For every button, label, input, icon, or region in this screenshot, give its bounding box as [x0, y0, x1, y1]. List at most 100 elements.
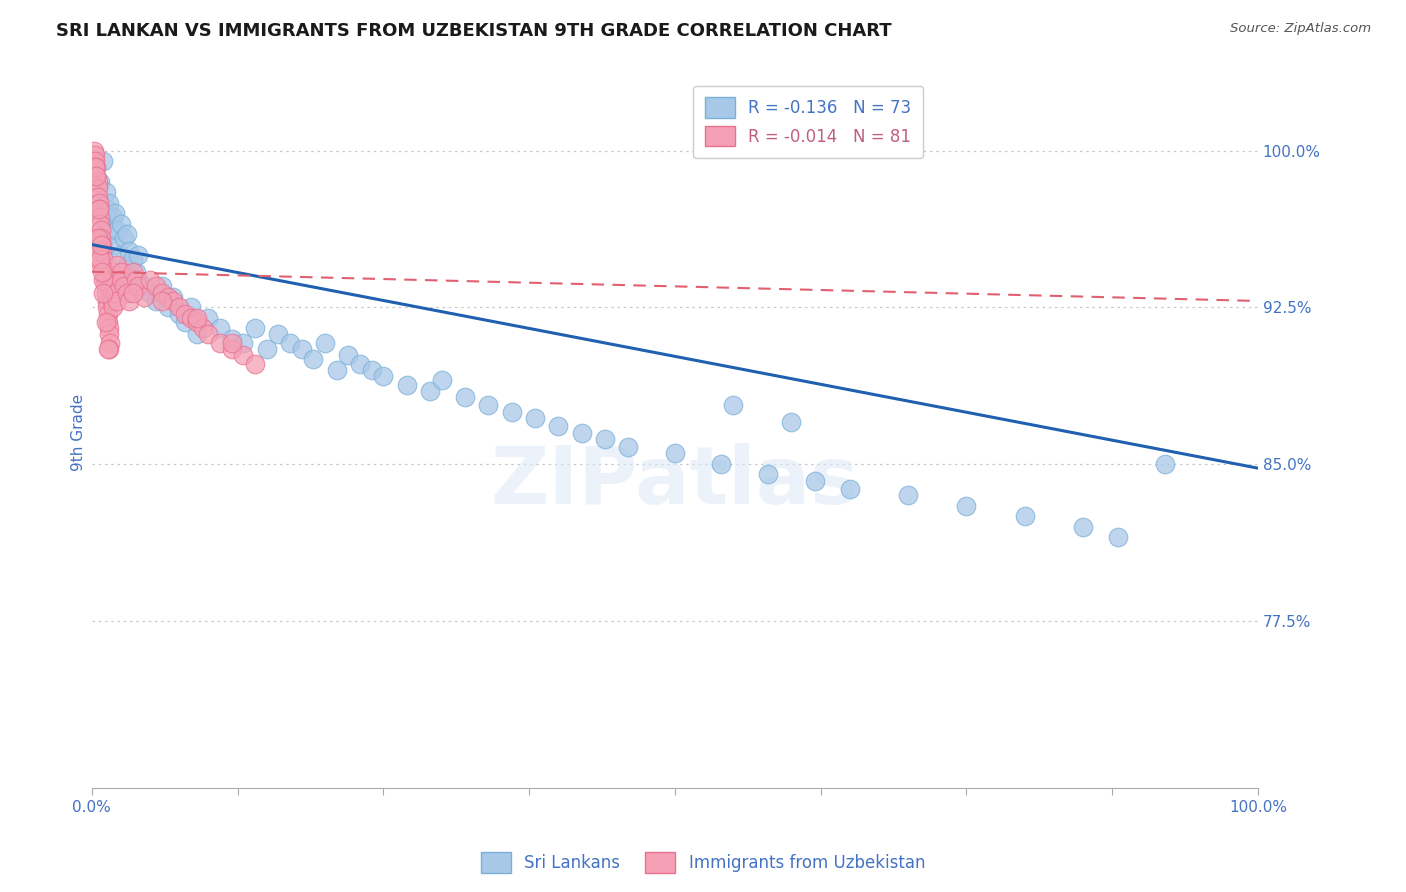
Point	[107, 259, 129, 273]
Point	[96, 300, 118, 314]
Point	[127, 248, 149, 262]
Point	[98, 321, 121, 335]
Point	[110, 265, 132, 279]
Point	[325, 363, 347, 377]
Point	[454, 390, 477, 404]
Legend: Sri Lankans, Immigrants from Uzbekistan: Sri Lankans, Immigrants from Uzbekistan	[474, 846, 932, 880]
Point	[104, 279, 127, 293]
Point	[100, 293, 122, 308]
Point	[721, 399, 744, 413]
Point	[86, 231, 108, 245]
Point	[90, 259, 112, 273]
Point	[180, 300, 202, 314]
Point	[89, 217, 111, 231]
Point	[1071, 519, 1094, 533]
Point	[104, 237, 127, 252]
Point	[127, 279, 149, 293]
Point	[501, 405, 523, 419]
Point	[104, 285, 127, 300]
Point	[156, 300, 179, 314]
Point	[86, 169, 108, 183]
Point	[97, 315, 120, 329]
Text: Source: ZipAtlas.com: Source: ZipAtlas.com	[1230, 22, 1371, 36]
Point	[118, 293, 141, 308]
Point	[86, 175, 108, 189]
Point	[150, 293, 173, 308]
Point	[93, 252, 115, 267]
Point	[134, 290, 156, 304]
Point	[86, 181, 108, 195]
Point	[121, 252, 143, 267]
Point	[121, 265, 143, 279]
Point	[256, 342, 278, 356]
Point	[100, 279, 122, 293]
Point	[547, 419, 569, 434]
Point	[115, 259, 138, 273]
Point	[98, 195, 121, 210]
Point	[186, 315, 208, 329]
Point	[167, 300, 190, 314]
Point	[114, 231, 136, 245]
Point	[94, 315, 117, 329]
Point	[89, 211, 111, 225]
Point	[97, 342, 120, 356]
Point	[115, 285, 138, 300]
Point	[167, 306, 190, 320]
Point	[477, 399, 499, 413]
Point	[419, 384, 441, 398]
Point	[83, 144, 105, 158]
Text: ZIPatlas: ZIPatlas	[491, 443, 859, 521]
Point	[278, 335, 301, 350]
Point	[180, 310, 202, 325]
Point	[1014, 509, 1036, 524]
Point	[150, 279, 173, 293]
Point	[174, 306, 197, 320]
Point	[101, 211, 124, 225]
Point	[87, 202, 110, 216]
Point	[84, 147, 107, 161]
Point	[197, 310, 219, 325]
Point	[115, 227, 138, 241]
Point	[87, 195, 110, 210]
Point	[94, 279, 117, 293]
Point	[139, 285, 162, 300]
Point	[174, 315, 197, 329]
Point	[100, 335, 122, 350]
Point	[156, 290, 179, 304]
Point	[1107, 530, 1129, 544]
Point	[103, 273, 125, 287]
Point	[617, 440, 640, 454]
Point	[90, 223, 112, 237]
Point	[221, 332, 243, 346]
Point	[145, 279, 167, 293]
Point	[98, 342, 121, 356]
Point	[209, 335, 232, 350]
Point	[955, 499, 977, 513]
Point	[107, 293, 129, 308]
Point	[86, 195, 108, 210]
Point	[125, 273, 148, 287]
Point	[89, 252, 111, 267]
Point	[93, 273, 115, 287]
Point	[118, 244, 141, 258]
Point	[232, 335, 254, 350]
Point	[94, 186, 117, 200]
Point	[87, 244, 110, 258]
Point	[780, 415, 803, 429]
Point	[101, 265, 124, 279]
Point	[91, 265, 114, 279]
Point	[150, 285, 173, 300]
Text: SRI LANKAN VS IMMIGRANTS FROM UZBEKISTAN 9TH GRADE CORRELATION CHART: SRI LANKAN VS IMMIGRANTS FROM UZBEKISTAN…	[56, 22, 891, 40]
Point	[145, 293, 167, 308]
Point	[1153, 457, 1175, 471]
Point	[291, 342, 314, 356]
Point	[104, 206, 127, 220]
Point	[373, 369, 395, 384]
Point	[96, 293, 118, 308]
Point	[87, 202, 110, 216]
Point	[803, 474, 825, 488]
Point	[243, 357, 266, 371]
Point	[86, 189, 108, 203]
Point	[162, 293, 184, 308]
Point	[139, 273, 162, 287]
